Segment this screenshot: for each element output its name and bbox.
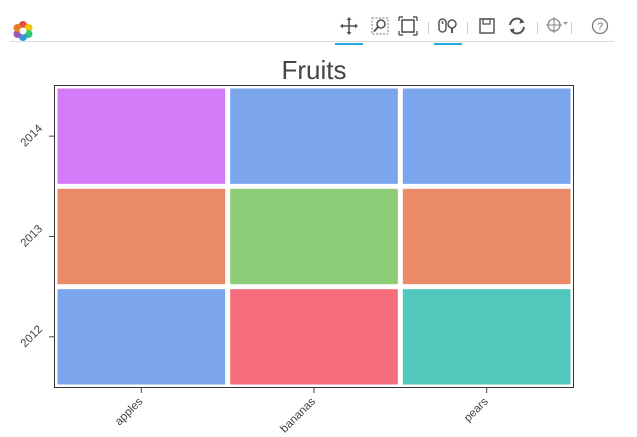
crosshair-tool[interactable]	[543, 16, 571, 44]
reset-tool[interactable]	[503, 16, 531, 44]
y-tick-label: 2013	[19, 223, 46, 250]
x-tick-label: pears	[462, 395, 491, 424]
wheel-zoom-icon	[438, 18, 457, 33]
x-tick-label: apples	[113, 395, 146, 428]
heatmap-cell-bananas-2012	[230, 289, 398, 385]
svg-text:?: ?	[597, 21, 603, 33]
toolbar: ?	[0, 0, 637, 45]
heatmap-cell-apples-2012	[57, 289, 226, 385]
heatmap-cells	[57, 88, 571, 385]
help-icon: ?	[591, 17, 609, 35]
bokeh-logo-icon	[13, 21, 33, 41]
heatmap-cell-pears-2013	[402, 188, 571, 285]
heatmap-cell-bananas-2014	[230, 88, 398, 184]
wheel-zoom-tool[interactable]	[434, 16, 462, 45]
resize-tool[interactable]	[394, 16, 422, 44]
chart-title: Fruits	[282, 55, 347, 85]
y-axis: 2012 2013 2014	[19, 122, 55, 350]
save-icon	[479, 18, 495, 34]
heatmap-cell-bananas-2013	[230, 188, 398, 285]
x-axis: apples bananas pears	[113, 387, 491, 435]
toolbar-separator	[537, 22, 538, 34]
y-tick-label: 2014	[19, 122, 46, 149]
heatmap-cell-apples-2014	[57, 88, 226, 184]
box-zoom-icon	[371, 17, 389, 35]
toolbar-separator	[428, 22, 429, 34]
heatmap-cell-pears-2014	[402, 88, 571, 184]
y-tick-label: 2012	[19, 323, 46, 350]
toolbar-divider	[10, 41, 614, 42]
toolbar-separator	[571, 22, 572, 34]
help-tool[interactable]: ?	[586, 16, 614, 44]
save-tool[interactable]	[473, 16, 501, 44]
reset-icon	[509, 17, 525, 35]
box-zoom-tool[interactable]	[366, 16, 394, 44]
pan-tool[interactable]	[335, 16, 363, 45]
pan-icon	[340, 17, 358, 35]
toolbar-separator	[467, 22, 468, 34]
crosshair-icon	[546, 17, 568, 33]
resize-icon	[398, 16, 418, 36]
x-tick-label: bananas	[278, 395, 318, 435]
heatmap-cell-pears-2012	[402, 289, 571, 385]
heatmap-cell-apples-2013	[57, 188, 226, 285]
